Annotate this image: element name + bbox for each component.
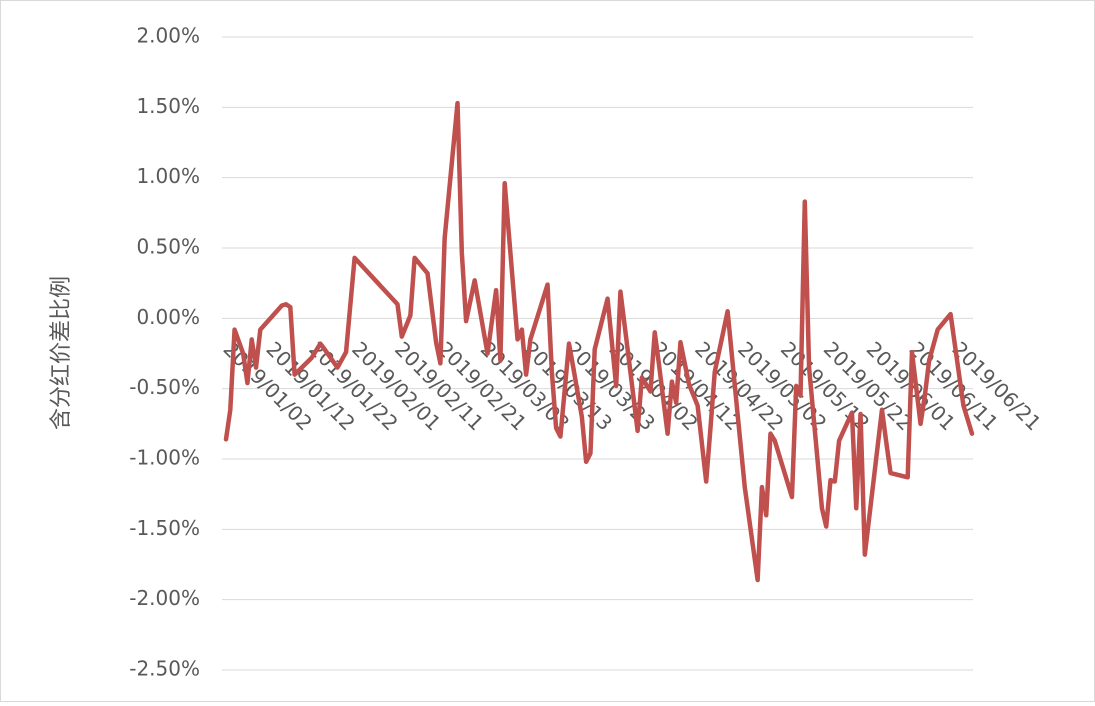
y-tick-label: -2.00% <box>129 586 200 610</box>
y-tick-label: 0.50% <box>136 235 200 259</box>
y-tick-label: 1.50% <box>136 94 200 118</box>
y-tick-label: -1.00% <box>129 446 200 470</box>
y-axis-title: 含分红价差比例 <box>49 276 74 430</box>
y-tick-label: 2.00% <box>136 24 200 48</box>
y-tick-label: -1.50% <box>129 516 200 540</box>
y-tick-label: 1.00% <box>136 164 200 188</box>
y-tick-label: -2.50% <box>129 657 200 681</box>
y-tick-label: 0.00% <box>136 305 200 329</box>
y-tick-label: -0.50% <box>129 375 200 399</box>
data-line <box>223 100 975 583</box>
